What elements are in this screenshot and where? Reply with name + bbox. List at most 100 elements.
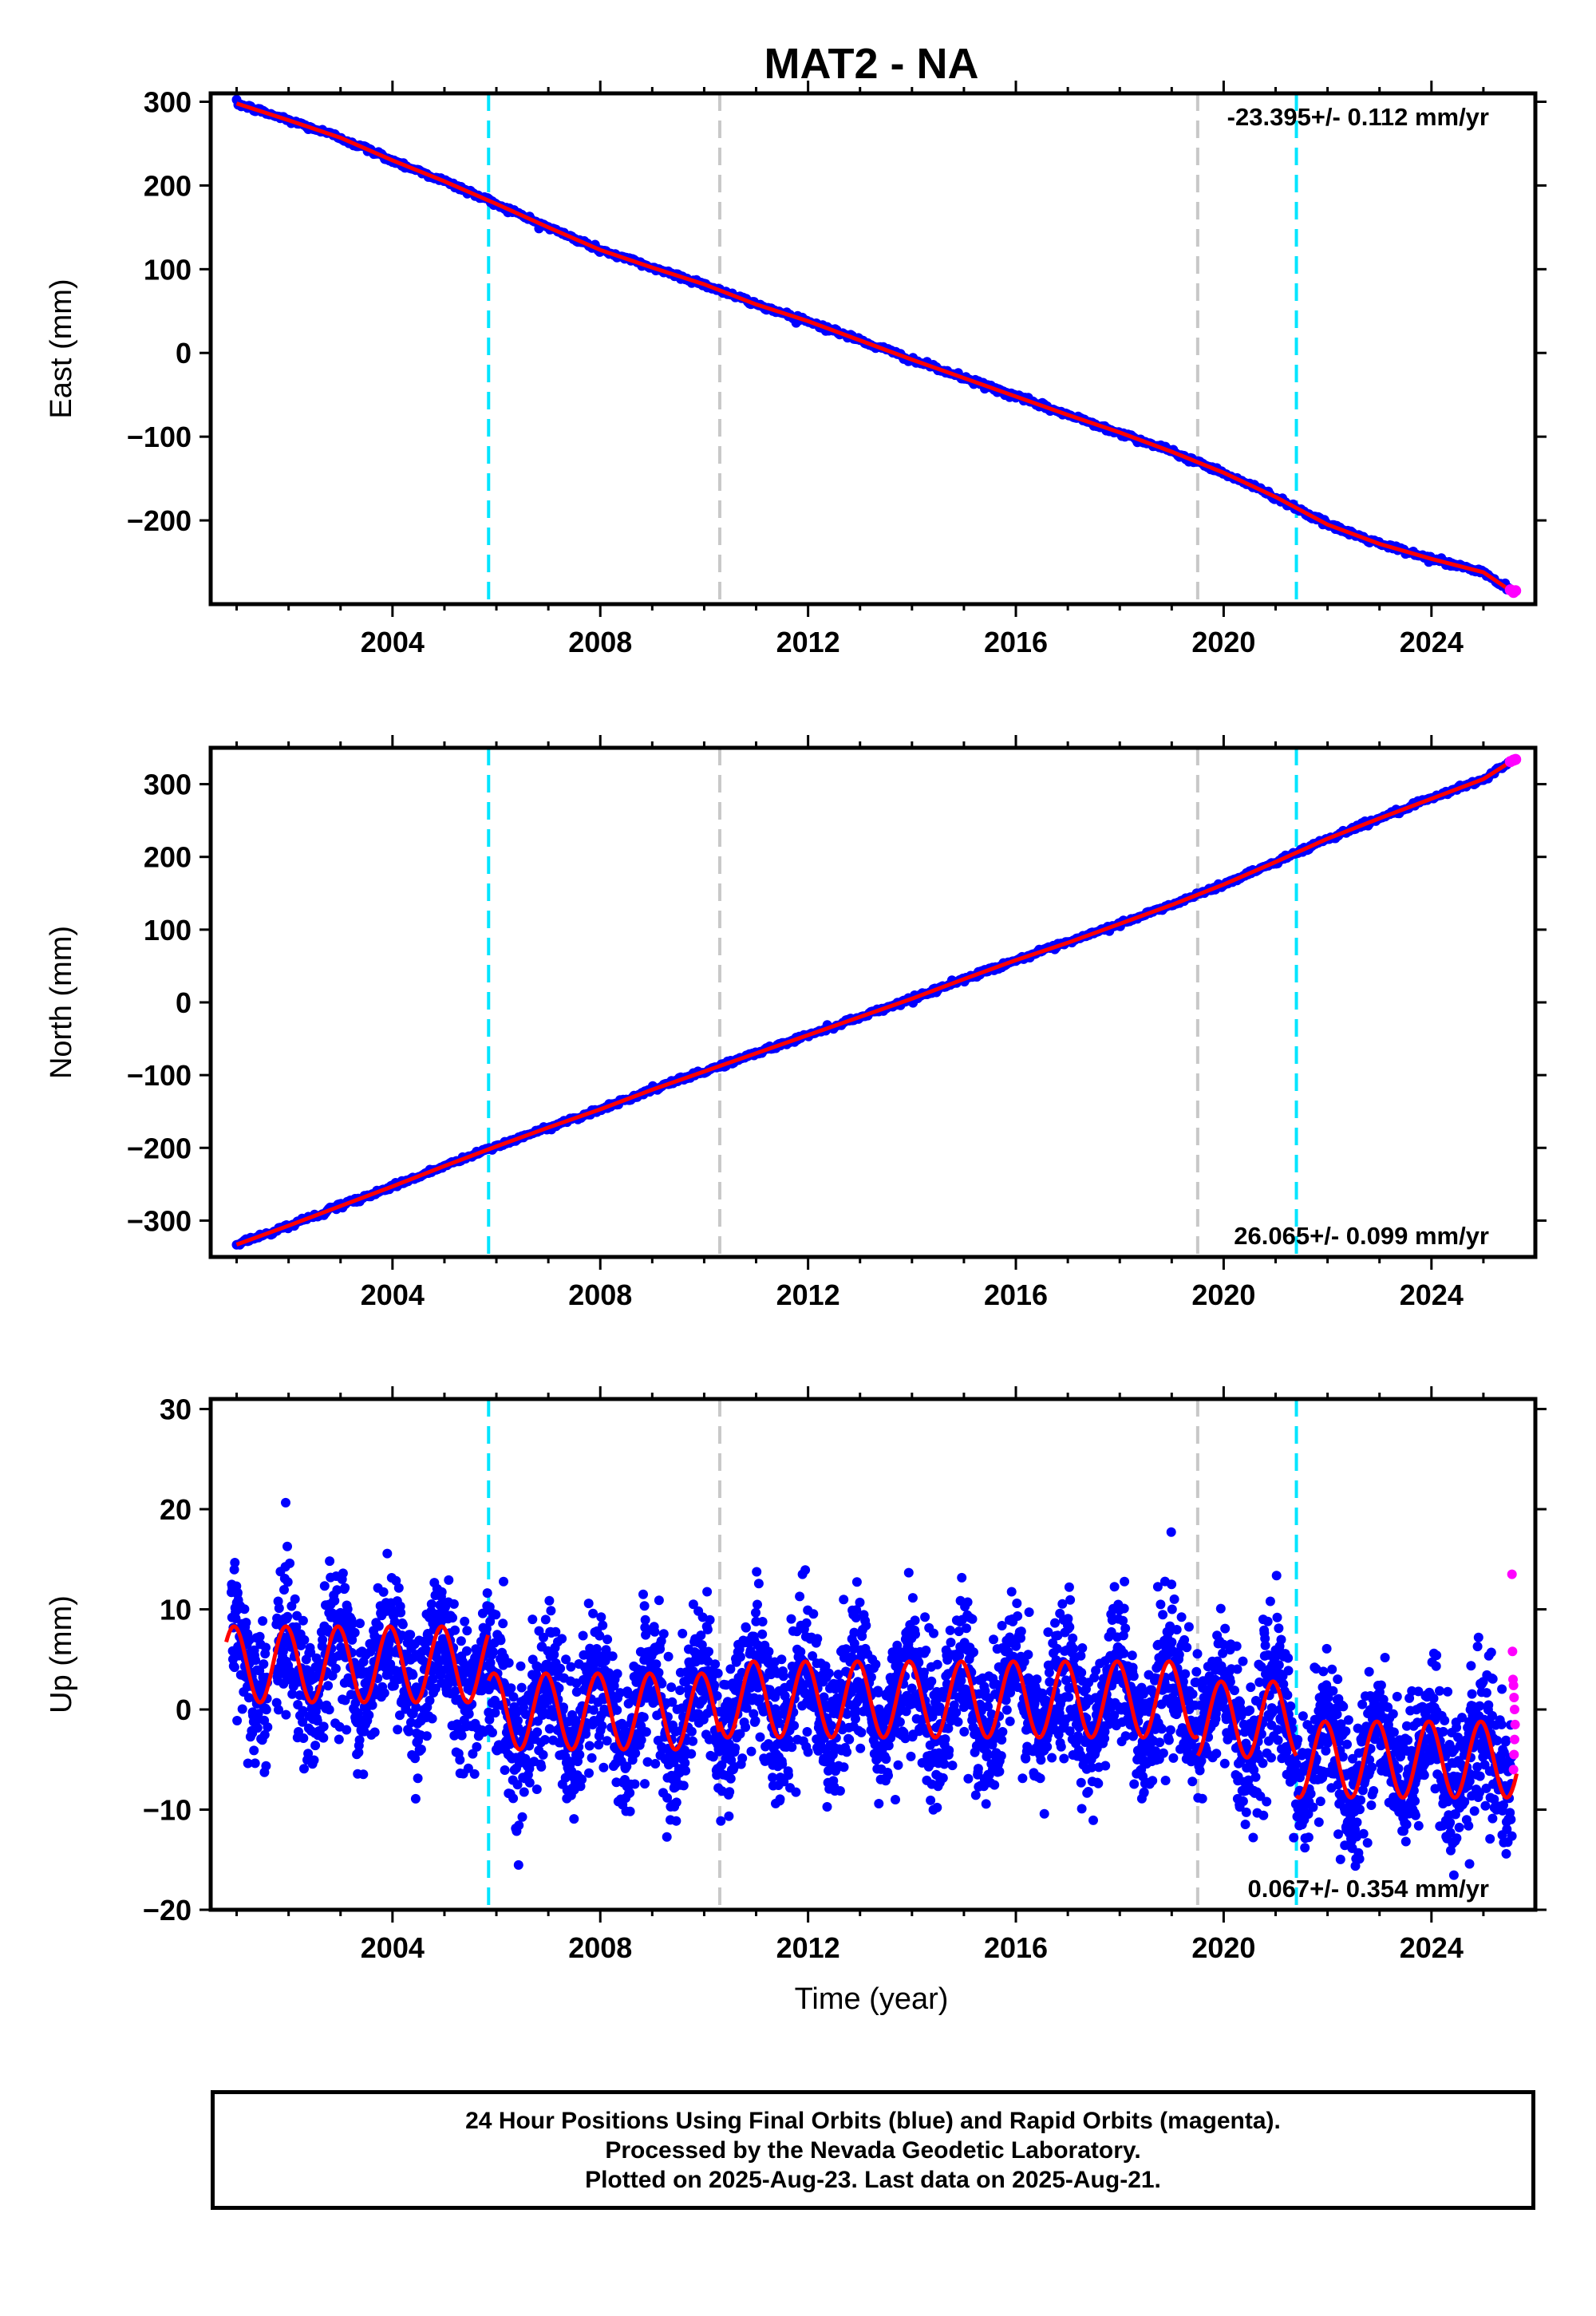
- data-point: [1016, 1626, 1026, 1637]
- data-point: [826, 1721, 836, 1731]
- data-point: [833, 1670, 843, 1680]
- y-tick-label: 100: [144, 914, 192, 947]
- data-point: [1100, 1726, 1110, 1737]
- data-point: [468, 1749, 478, 1759]
- data-point: [591, 1644, 602, 1654]
- data-point: [940, 1734, 950, 1745]
- data-point: [482, 1588, 492, 1599]
- data-point: [654, 1595, 664, 1606]
- data-point: [382, 1548, 393, 1559]
- data-point: [1155, 1737, 1165, 1748]
- data-point: [856, 1727, 867, 1737]
- data-point: [997, 1735, 1007, 1745]
- data-point: [469, 1769, 480, 1779]
- data-point: [753, 1579, 764, 1589]
- data-point: [561, 1654, 571, 1665]
- data-point: [1012, 1599, 1022, 1608]
- data-point: [1076, 1650, 1086, 1661]
- data-point: [702, 1624, 713, 1634]
- data-point: [584, 1768, 594, 1778]
- data-point: [395, 1710, 405, 1721]
- data-point: [463, 1763, 473, 1773]
- data-point: [229, 1662, 239, 1673]
- data-point: [713, 1668, 723, 1678]
- rate-label: -23.395+/- 0.112 mm/yr: [1227, 103, 1489, 131]
- data-point: [274, 1603, 284, 1614]
- data-point: [746, 1746, 757, 1757]
- data-point: [939, 1759, 950, 1769]
- data-point: [808, 1651, 818, 1661]
- data-point: [1128, 1671, 1139, 1682]
- data-point: [824, 1668, 834, 1678]
- data-point: [839, 1595, 849, 1605]
- data-point: [516, 1682, 527, 1693]
- data-point: [750, 1716, 760, 1726]
- data-point: [776, 1654, 787, 1665]
- data-point: [252, 1723, 263, 1733]
- data-point: [702, 1587, 713, 1597]
- data-point: [741, 1703, 752, 1713]
- data-point: [725, 1787, 735, 1797]
- data-point: [725, 1664, 736, 1674]
- data-point: [982, 1749, 993, 1758]
- data-point: [786, 1614, 796, 1624]
- data-point: [921, 1646, 931, 1655]
- data-point: [554, 1683, 564, 1694]
- data-point: [651, 1659, 662, 1670]
- x-tick-label: 2012: [776, 1279, 840, 1311]
- data-point: [849, 1627, 859, 1638]
- data-point: [686, 1749, 697, 1759]
- data-point: [410, 1793, 421, 1804]
- data-point: [926, 1676, 937, 1686]
- data-point: [527, 1614, 538, 1625]
- data-point: [1120, 1623, 1131, 1634]
- data-point: [1171, 1625, 1182, 1634]
- data-point: [411, 1702, 421, 1713]
- data-point: [1109, 1710, 1120, 1721]
- data-point: [481, 1623, 492, 1634]
- data-point: [1119, 1603, 1129, 1614]
- chart-title: MAT2 - NA: [764, 40, 979, 88]
- data-point: [796, 1646, 806, 1657]
- data-point: [666, 1682, 677, 1693]
- y-tick-label: −200: [127, 1132, 192, 1164]
- data-point: [866, 1672, 876, 1682]
- data-point: [1120, 1731, 1131, 1741]
- data-point: [945, 1625, 955, 1635]
- data-point: [881, 1754, 891, 1765]
- data-point: [963, 1773, 974, 1784]
- data-point: [662, 1792, 673, 1803]
- data-point: [369, 1727, 380, 1737]
- x-tick-label: 2016: [984, 626, 1048, 658]
- data-point: [730, 1743, 741, 1753]
- data-point: [1043, 1627, 1053, 1638]
- data-point: [318, 1634, 328, 1645]
- data-point: [861, 1620, 871, 1630]
- data-point: [943, 1723, 954, 1733]
- data-point: [342, 1725, 352, 1735]
- data-point: [496, 1635, 506, 1646]
- data-point: [725, 1773, 736, 1784]
- data-point: [973, 1764, 983, 1774]
- data-point: [536, 1761, 547, 1772]
- data-point: [1044, 1667, 1054, 1678]
- data-point: [703, 1656, 713, 1666]
- data-point: [462, 1626, 472, 1636]
- data-point: [330, 1595, 340, 1606]
- data-point: [1165, 1725, 1175, 1735]
- data-point: [484, 1602, 495, 1612]
- data-point: [735, 1652, 745, 1662]
- data-point: [678, 1780, 689, 1791]
- data-point: [675, 1686, 685, 1695]
- data-point: [1021, 1753, 1031, 1764]
- data-point: [1129, 1779, 1140, 1789]
- data-point: [641, 1727, 651, 1737]
- data-point: [464, 1709, 474, 1719]
- y-tick-label: −100: [127, 421, 192, 453]
- x-tick-label: 2008: [568, 1279, 632, 1311]
- data-point: [348, 1618, 358, 1629]
- data-point: [298, 1733, 309, 1743]
- data-point: [906, 1751, 916, 1761]
- data-point: [555, 1663, 566, 1674]
- data-point: [1035, 1773, 1045, 1784]
